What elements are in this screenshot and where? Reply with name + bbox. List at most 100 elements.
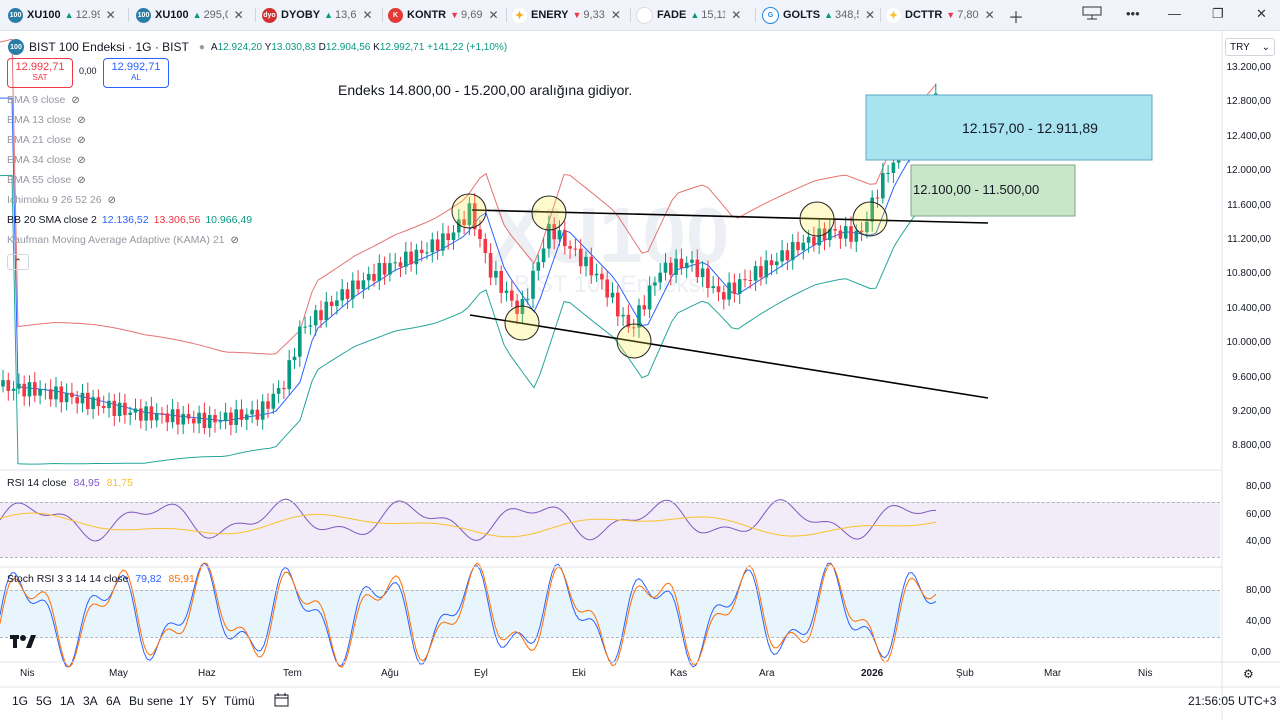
candle bbox=[547, 215, 551, 258]
close-icon[interactable]: ✕ bbox=[362, 8, 373, 22]
candle bbox=[266, 393, 270, 419]
tradingview-logo-icon bbox=[10, 633, 36, 654]
tab-kontr[interactable]: K KONTR ▼ 9,69 ✕ bbox=[388, 4, 504, 26]
indicator-ema9[interactable]: EMA 9 close ⊘ bbox=[7, 94, 80, 106]
eye-hidden-icon: ⊘ bbox=[71, 94, 80, 106]
close-icon[interactable]: ✕ bbox=[233, 8, 244, 22]
sell-button[interactable]: 12.992,71 SAT bbox=[7, 58, 73, 88]
circle-6 bbox=[852, 201, 888, 237]
restore-icon[interactable]: ❐ bbox=[1212, 6, 1224, 21]
candle bbox=[843, 216, 848, 247]
indicator-bb[interactable]: BB 20 SMA close 2 12.136,52 13.306,56 10… bbox=[7, 214, 253, 226]
tab-golts[interactable]: G GOLTS ▲ 348,5 ✕ bbox=[762, 4, 878, 26]
timeframe-1y[interactable]: 1Y bbox=[179, 694, 194, 708]
timeframe-5g[interactable]: 5G bbox=[36, 694, 53, 708]
candle bbox=[260, 394, 265, 430]
down-triangle-icon: ▼ bbox=[572, 10, 582, 20]
candle bbox=[748, 270, 753, 289]
candle bbox=[594, 263, 599, 283]
layout-icon[interactable] bbox=[1082, 6, 1102, 23]
candle bbox=[451, 225, 456, 250]
candle bbox=[600, 267, 604, 290]
timeframe-1a[interactable]: 1A bbox=[60, 694, 75, 708]
candle bbox=[419, 240, 424, 262]
window-close-icon[interactable]: ✕ bbox=[1256, 6, 1267, 21]
stoch-d-line bbox=[0, 562, 937, 668]
highlight-circles bbox=[451, 193, 888, 359]
candle bbox=[213, 408, 217, 433]
price-axis-label: 13.200,00 bbox=[1226, 62, 1272, 73]
indicator-ema55[interactable]: EMA 55 close ⊘ bbox=[7, 174, 86, 186]
price-chart[interactable]: XU100 BIST 100 Endeksi bbox=[0, 30, 1280, 720]
candle bbox=[245, 408, 249, 431]
candle bbox=[457, 209, 461, 239]
close-icon[interactable]: ✕ bbox=[865, 8, 876, 22]
tab-fade[interactable]: FADE ▲ 15,11 ✕ bbox=[636, 4, 752, 26]
tab-symbol: FADE bbox=[657, 9, 687, 21]
tab-dyoby[interactable]: dyo DYOBY ▲ 13,6 ✕ bbox=[262, 4, 378, 26]
time-axis-label: Eyl bbox=[474, 668, 488, 679]
candle bbox=[123, 393, 127, 424]
up-triangle-icon: ▲ bbox=[690, 10, 700, 20]
candle bbox=[112, 393, 117, 426]
settings-gear-icon[interactable]: ⚙ bbox=[1243, 667, 1254, 681]
candle bbox=[504, 281, 509, 302]
indicator-ema21[interactable]: EMA 21 close ⊘ bbox=[7, 134, 86, 146]
timeframe-bu-sene[interactable]: Bu sene bbox=[129, 694, 174, 708]
indicator-ema34[interactable]: EMA 34 close ⊘ bbox=[7, 154, 86, 166]
candle bbox=[425, 242, 429, 260]
stoch-legend[interactable]: Stoch RSI 3 3 14 14 close 79,82 85,91 bbox=[7, 573, 195, 585]
candle bbox=[192, 410, 196, 433]
more-icon[interactable]: ••• bbox=[1126, 6, 1140, 21]
candle bbox=[865, 211, 869, 239]
close-icon[interactable]: ✕ bbox=[610, 8, 621, 22]
tab-dcttr[interactable]: ✦ DCTTR ▼ 7,80 ✕ bbox=[886, 4, 1000, 26]
candle bbox=[96, 389, 101, 416]
down-triangle-icon: ▼ bbox=[946, 10, 956, 20]
indicator-ema13[interactable]: EMA 13 close ⊘ bbox=[7, 114, 86, 126]
timeframe-6a[interactable]: 6A bbox=[106, 694, 121, 708]
symbol-title[interactable]: BIST 100 Endeksi · 1G · BIST bbox=[29, 40, 189, 54]
currency-selector[interactable]: TRY ⌄ bbox=[1225, 38, 1275, 56]
rsi-axis-40: 40,00 bbox=[1245, 536, 1271, 547]
tab-xu100-2[interactable]: 100 XU100 ▲ 295,0 ✕ bbox=[136, 4, 251, 26]
new-tab-plus-icon[interactable]: ＋ bbox=[1008, 10, 1025, 27]
timeframe-1g[interactable]: 1G bbox=[12, 694, 29, 708]
candle bbox=[154, 403, 159, 428]
tab-enery[interactable]: ✦ ENERY ▼ 9,33 ✕ bbox=[512, 4, 628, 26]
tab-xu100[interactable]: 100 XU100 ▲ 12.99 ✕ bbox=[8, 4, 124, 26]
candle bbox=[669, 257, 673, 286]
candle bbox=[276, 380, 281, 404]
indicator-kama[interactable]: Kaufman Moving Average Adaptive (KAMA) 2… bbox=[7, 234, 239, 246]
tab-symbol: ENERY bbox=[531, 9, 569, 21]
tab-value: 12.99 bbox=[75, 9, 100, 21]
collapse-legend-chevron-icon[interactable]: ⌃ bbox=[7, 254, 29, 270]
candle bbox=[764, 250, 768, 285]
timeframe-tümü[interactable]: Tümü bbox=[224, 694, 255, 708]
candle bbox=[345, 282, 350, 309]
rsi-legend[interactable]: RSI 14 close 84,95 81,75 bbox=[7, 477, 133, 489]
candle bbox=[446, 225, 450, 250]
indicator-ichimoku[interactable]: Ichimoku 9 26 52 26 ⊘ bbox=[7, 194, 116, 206]
tab-symbol: KONTR bbox=[407, 9, 447, 21]
close-icon[interactable]: ✕ bbox=[488, 8, 499, 22]
candle bbox=[441, 223, 445, 257]
clock[interactable]: 21:56:05 UTC+3 bbox=[1188, 694, 1277, 708]
minimize-icon[interactable]: — bbox=[1168, 6, 1181, 21]
stoch-k-line bbox=[0, 562, 937, 668]
timeframe-5y[interactable]: 5Y bbox=[202, 694, 217, 708]
candle bbox=[54, 376, 58, 408]
candle bbox=[165, 404, 170, 432]
candle bbox=[91, 389, 95, 419]
timeframe-3a[interactable]: 3A bbox=[83, 694, 98, 708]
kontr-logo-icon: K bbox=[388, 7, 403, 23]
candle bbox=[170, 398, 175, 429]
candle bbox=[568, 240, 572, 259]
candle bbox=[133, 398, 138, 420]
date-range-icon[interactable] bbox=[274, 692, 290, 713]
close-icon[interactable]: ✕ bbox=[984, 8, 995, 22]
candle bbox=[499, 265, 503, 304]
close-icon[interactable]: ✕ bbox=[731, 8, 742, 22]
close-icon[interactable]: ✕ bbox=[105, 8, 116, 22]
buy-button[interactable]: 12.992,71 AL bbox=[103, 58, 169, 88]
